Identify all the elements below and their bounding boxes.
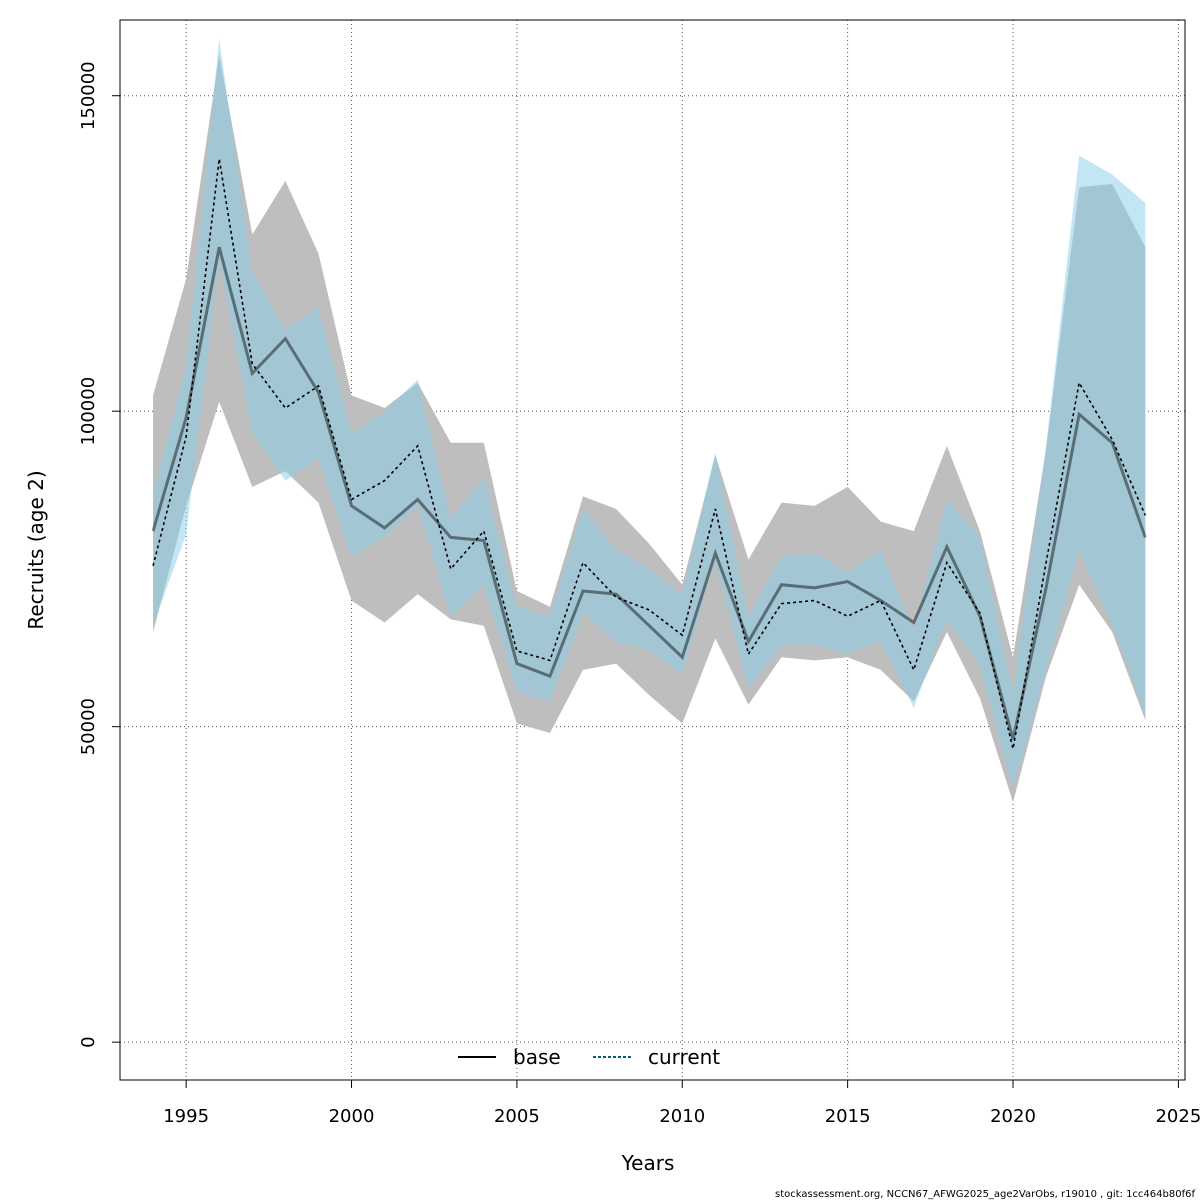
x-tick-label-2015: 2015: [825, 1106, 871, 1127]
band-current: [153, 38, 1146, 790]
grid-lines: [120, 20, 1185, 1080]
y-tick-label-150000: 150000: [78, 61, 99, 130]
confidence-bands: [153, 38, 1146, 803]
y-tick-label-100000: 100000: [78, 377, 99, 446]
legend-label-base: base: [513, 1045, 561, 1069]
x-axis-title: Years: [621, 1151, 675, 1175]
x-tick-label-2000: 2000: [329, 1106, 375, 1127]
y-tick-label-50000: 50000: [78, 698, 99, 755]
x-tick-label-2025: 2025: [1155, 1106, 1200, 1127]
x-tick-label-2005: 2005: [494, 1106, 540, 1127]
series-lines: [151, 158, 1147, 749]
line-current: [152, 158, 1147, 749]
legend: base current: [458, 1045, 720, 1069]
y-axis-title: Recruits (age 2): [24, 470, 48, 629]
y-tick-label-0: 0: [78, 1036, 99, 1047]
y-axis: 0 50000 100000 150000: [78, 61, 120, 1048]
x-tick-label-1995: 1995: [163, 1106, 209, 1127]
x-tick-label-2010: 2010: [659, 1106, 705, 1127]
x-tick-label-2020: 2020: [990, 1106, 1036, 1127]
line-base: [151, 246, 1147, 740]
legend-label-current: current: [648, 1045, 720, 1069]
plot-frame: [119, 19, 1186, 1081]
footer-caption: stockassessment.org, NCCN67_AFWG2025_age…: [775, 1189, 1195, 1200]
x-axis: 1995 2000 2005 2010 2015 2020 2025: [163, 1080, 1200, 1127]
